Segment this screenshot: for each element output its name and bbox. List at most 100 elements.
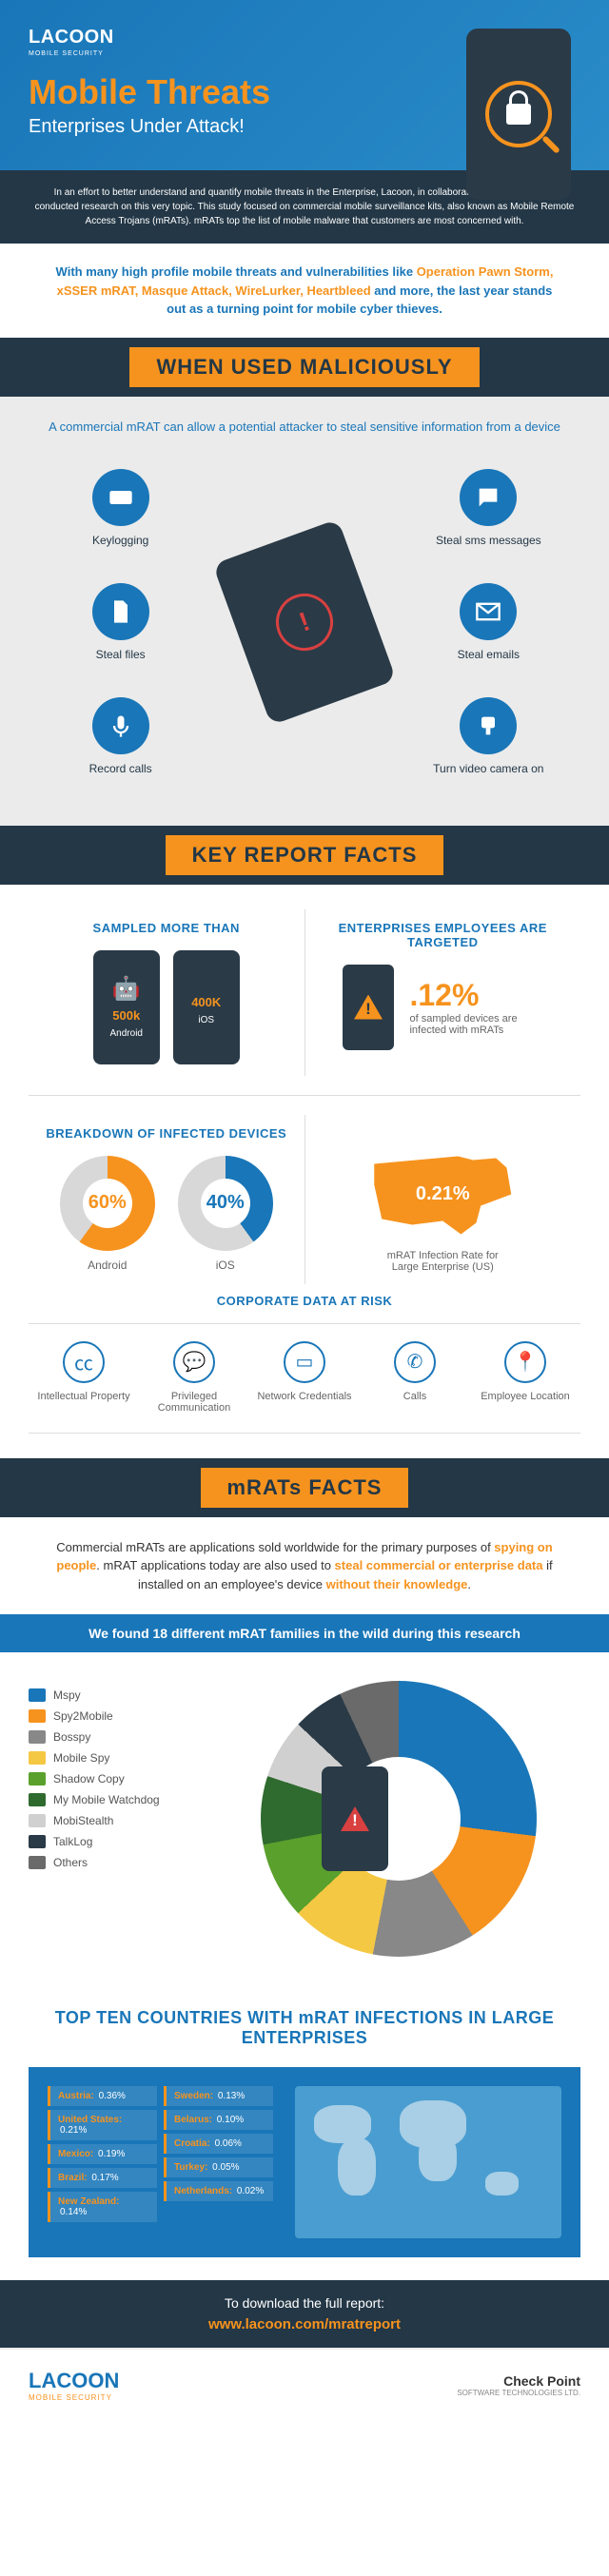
sampled-block: SAMPLED MORE THAN 🤖 500k Android 400K iO… bbox=[29, 909, 305, 1076]
keyboard-icon bbox=[92, 469, 149, 526]
legend-item: Mobile Spy bbox=[29, 1751, 190, 1765]
section-banner-mrats: mRATs FACTS bbox=[0, 1458, 609, 1517]
header-phone-graphic bbox=[466, 29, 571, 200]
android-phone: 🤖 500k Android bbox=[93, 950, 160, 1064]
legend-swatch bbox=[29, 1751, 46, 1765]
malicious-sms: Steal sms messages bbox=[397, 469, 580, 547]
malicious-center-phone: ! bbox=[212, 537, 396, 708]
malicious-emails: Steal emails bbox=[397, 583, 580, 661]
microphone-icon bbox=[92, 697, 149, 754]
breakdown-block: BREAKDOWN OF INFECTED DEVICES 60% Androi… bbox=[29, 1115, 305, 1284]
legend-label: Others bbox=[53, 1856, 88, 1869]
world-map bbox=[295, 2086, 561, 2238]
malicious-section: A commercial mRAT can allow a potential … bbox=[0, 397, 609, 826]
ios-pie: 40% bbox=[178, 1156, 273, 1251]
legend-label: TalkLog bbox=[53, 1835, 92, 1848]
lock-icon bbox=[506, 104, 531, 125]
risk-title: CORPORATE DATA AT RISK bbox=[29, 1294, 580, 1308]
country-item: Mexico: 0.19% bbox=[48, 2144, 157, 2164]
families-legend: Mspy Spy2Mobile Bosspy Mobile Spy Shadow Cop… bbox=[29, 1681, 190, 1957]
legend-swatch bbox=[29, 1730, 46, 1744]
facts-section: SAMPLED MORE THAN 🤖 500k Android 400K iO… bbox=[0, 885, 609, 1458]
legend-swatch bbox=[29, 1814, 46, 1827]
risk-comm: 💬Privileged Communication bbox=[139, 1341, 249, 1414]
risk-ip: ㏄Intellectual Property bbox=[29, 1341, 139, 1414]
country-item: New Zealand: 0.14% bbox=[48, 2192, 157, 2222]
android-icon: 🤖 bbox=[112, 975, 141, 1003]
footer-checkpoint-logo: Check Point SOFTWARE TECHNOLOGIES LTD. bbox=[457, 2373, 580, 2397]
donut-phone-icon: ! bbox=[322, 1766, 388, 1871]
warning-phone-icon: ! bbox=[343, 965, 394, 1050]
download-label: To download the full report: bbox=[225, 2295, 384, 2311]
mrats-text: Commercial mRATs are applications sold w… bbox=[0, 1517, 609, 1615]
found-bar: We found 18 different mRAT families in t… bbox=[0, 1614, 609, 1652]
legend-label: Bosspy bbox=[53, 1730, 90, 1744]
logo-text: LACOON bbox=[29, 27, 114, 48]
malicious-keylogging: Keylogging bbox=[29, 469, 212, 547]
countries-list: Austria: 0.36% United States: 0.21% Mexico… bbox=[48, 2086, 276, 2238]
pin-icon: 📍 bbox=[504, 1341, 546, 1383]
risk-calls: ✆Calls bbox=[360, 1341, 470, 1414]
risk-creds: ▭Network Credentials bbox=[249, 1341, 360, 1414]
country-item: Croatia: 0.06% bbox=[164, 2134, 273, 2154]
legend-swatch bbox=[29, 1793, 46, 1806]
legend-swatch bbox=[29, 1856, 46, 1869]
footer-lacoon-logo: LACOON MOBILE SECURITY bbox=[29, 2369, 119, 2402]
threats-lead: With many high profile mobile threats an… bbox=[56, 264, 414, 279]
section-banner-label: mRATs FACTS bbox=[201, 1468, 409, 1508]
legend-item: MobiStealth bbox=[29, 1814, 190, 1827]
country-item: Netherlands: 0.02% bbox=[164, 2181, 273, 2201]
legend-item: Mspy bbox=[29, 1688, 190, 1702]
download-url[interactable]: www.lacoon.com/mratreport bbox=[15, 2316, 594, 2332]
android-pie: 60% bbox=[60, 1156, 155, 1251]
header: LACOON MOBILE SECURITY Mobile Threats En… bbox=[0, 0, 609, 170]
legend-label: Spy2Mobile bbox=[53, 1709, 113, 1723]
id-icon: ▭ bbox=[284, 1341, 325, 1383]
country-item: Turkey: 0.05% bbox=[164, 2157, 273, 2177]
legend-label: Mspy bbox=[53, 1688, 81, 1702]
risk-row: ㏄Intellectual Property 💬Privileged Commu… bbox=[29, 1323, 580, 1434]
mail-icon bbox=[460, 583, 517, 640]
country-item: Belarus: 0.10% bbox=[164, 2110, 273, 2130]
country-item: Brazil: 0.17% bbox=[48, 2168, 157, 2188]
section-banner-label: KEY REPORT FACTS bbox=[166, 835, 444, 875]
targeted-block: ENTERPRISES EMPLOYEES ARE TARGETED ! .12… bbox=[305, 909, 581, 1076]
magnifier-icon bbox=[485, 81, 552, 147]
ios-phone: 400K iOS bbox=[173, 950, 240, 1064]
download-bar: To download the full report: www.lacoon.… bbox=[0, 2280, 609, 2348]
legend-label: Shadow Copy bbox=[53, 1772, 125, 1786]
top10-title: TOP TEN COUNTRIES WITH mRAT INFECTIONS I… bbox=[29, 2008, 580, 2048]
legend-item: TalkLog bbox=[29, 1835, 190, 1848]
country-item: United States: 0.21% bbox=[48, 2110, 157, 2140]
cc-icon: ㏄ bbox=[63, 1341, 105, 1383]
footer: LACOON MOBILE SECURITY Check Point SOFTW… bbox=[0, 2348, 609, 2421]
legend-label: Mobile Spy bbox=[53, 1751, 109, 1765]
section-banner-malicious: WHEN USED MALICIOUSLY bbox=[0, 338, 609, 397]
file-icon bbox=[92, 583, 149, 640]
legend-item: Spy2Mobile bbox=[29, 1709, 190, 1723]
malicious-camera: Turn video camera on bbox=[397, 697, 580, 775]
legend-item: My Mobile Watchdog bbox=[29, 1793, 190, 1806]
top10-section: TOP TEN COUNTRIES WITH mRAT INFECTIONS I… bbox=[0, 1985, 609, 2280]
us-map-icon: 0.21% bbox=[366, 1147, 519, 1242]
phone-icon: ✆ bbox=[394, 1341, 436, 1383]
donut-section: Mspy Spy2Mobile Bosspy Mobile Spy Shadow Cop… bbox=[0, 1652, 609, 1985]
legend-swatch bbox=[29, 1688, 46, 1702]
us-rate-block: 0.21% mRAT Infection Rate for Large Ente… bbox=[305, 1115, 581, 1284]
malicious-calls: Record calls bbox=[29, 697, 212, 775]
malicious-files: Steal files bbox=[29, 583, 212, 661]
legend-swatch bbox=[29, 1772, 46, 1786]
chat-icon bbox=[460, 469, 517, 526]
legend-swatch bbox=[29, 1835, 46, 1848]
chat-icon: 💬 bbox=[173, 1341, 215, 1383]
legend-swatch bbox=[29, 1709, 46, 1723]
families-donut bbox=[261, 1681, 537, 1957]
country-item: Sweden: 0.13% bbox=[164, 2086, 273, 2106]
risk-location: 📍Employee Location bbox=[470, 1341, 580, 1414]
camera-icon bbox=[460, 697, 517, 754]
country-item: Austria: 0.36% bbox=[48, 2086, 157, 2106]
malicious-caption: A commercial mRAT can allow a potential … bbox=[29, 420, 580, 434]
section-banner-facts: KEY REPORT FACTS bbox=[0, 826, 609, 885]
threats-blurb: With many high profile mobile threats an… bbox=[0, 244, 609, 338]
legend-item: Shadow Copy bbox=[29, 1772, 190, 1786]
